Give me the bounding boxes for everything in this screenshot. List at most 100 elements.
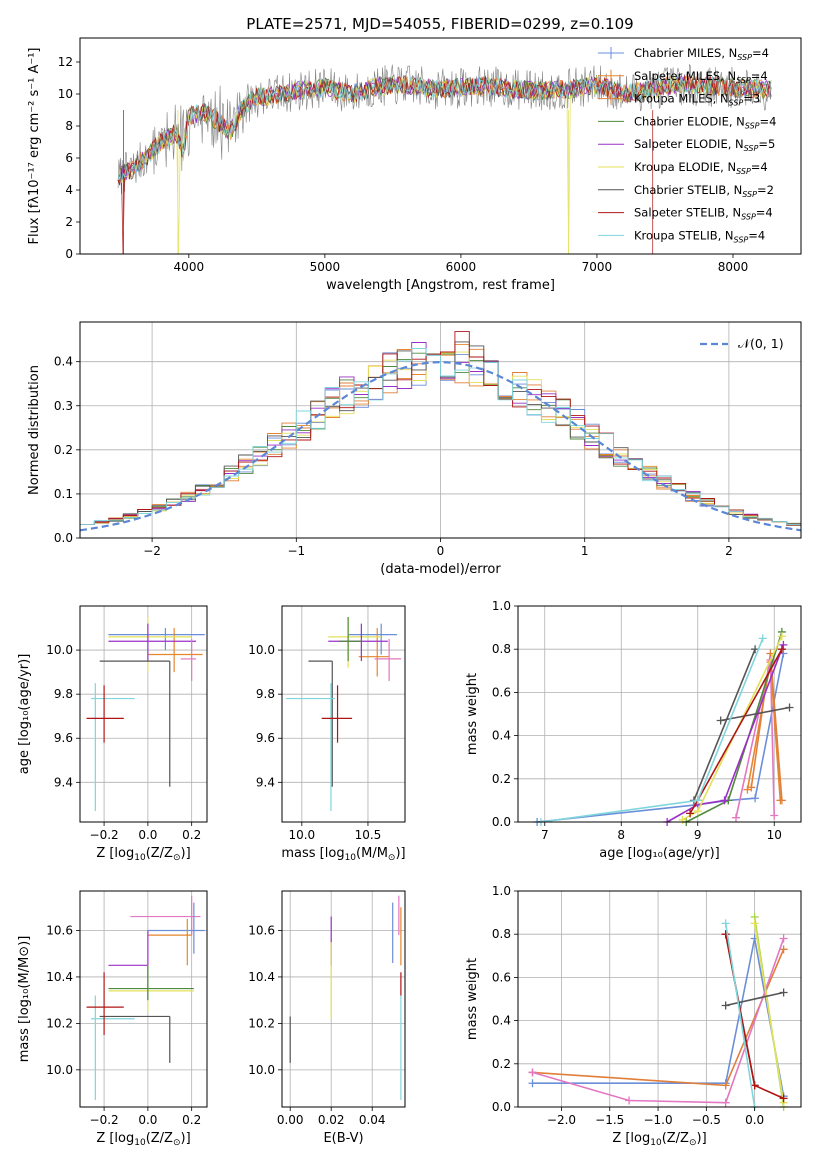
axes-frame [281,605,406,823]
y-tick-label: 9.6 [54,731,73,745]
x-tick-label: 9 [694,828,702,842]
legend-entry: Kroupa ELODIE, NSSP=4 [634,160,768,176]
x-tick-label: 5000 [310,260,341,274]
weight-series-line [532,938,785,1104]
y-tick-label: 10.6 [46,923,73,937]
weight-point-marker [785,703,794,712]
y-tick-label: 0.2 [492,772,511,786]
x-axis-label: Z [log10(Z/Z⊙)] [612,1131,706,1148]
panel-spectrum: 4000 5000 6000 7000 8000 0 2 4 6 8 10 12 wavelength … [27,37,802,293]
y-axis-label: mass weight [465,958,480,1040]
y-tick-label: 4 [65,183,73,197]
weight-point-marker [758,634,767,643]
weight-point-marker [779,934,788,943]
legend-entry: Salpeter STELIB, NSSP=4 [634,206,773,222]
panel-residuals: −2 −1 0 1 2 0.0 0.1 0.2 0.3 0.4 (data-model)/error… [27,321,802,577]
x-tick-label: 0.0 [138,828,157,842]
y-tick-label: 10.2 [248,1016,275,1030]
y-tick-label: 10.0 [46,643,73,657]
y-tick-label: 9.4 [256,775,275,789]
panel-mass-vs-Z: −0.2 0.0 0.2 10.0 10.2 10.4 10.6 Z [log10(Z/Z⊙)… [17,890,208,1148]
weight-series-line [753,923,785,1103]
legend-entry: Chabrier STELIB, NSSP=2 [634,183,774,199]
x-tick-label: 8 [617,828,625,842]
weight-point-marker [750,919,759,928]
observed-spectrum [117,64,772,195]
y-tick-label: 0.1 [54,487,73,501]
y-tick-label: 0.8 [492,642,511,656]
y-tick-label: 0.0 [492,815,511,829]
y-axis-label: mass [log₁₀(M/M⊙)] [17,936,32,1063]
panel-weight-vs-Z: −2.0 −1.5 −1.0 −0.5 0.0 0.0 0.2 0.4 0.6 0.8 1.0 Z [… [465,884,802,1148]
x-axis-label: (data-model)/error [380,562,501,577]
y-tick-label: 6 [65,151,73,165]
y-tick-label: 0.6 [492,685,511,699]
y-tick-label: 10.4 [46,970,73,984]
y-tick-label: 0.0 [54,531,73,545]
x-tick-label: 10.0 [288,828,315,842]
y-tick-label: 10.6 [248,923,275,937]
y-tick-label: 1.0 [492,599,511,613]
legend-entry: Chabrier MILES, NSSP=4 [634,46,769,62]
x-tick-label: 8000 [718,260,749,274]
weight-point-marker [528,1079,537,1088]
axes-frame [517,890,802,1108]
x-tick-label: 7 [541,828,549,842]
weight-point-marker [779,1094,788,1103]
weight-point-marker [720,796,729,805]
y-tick-label: 12 [58,55,73,69]
x-axis-label: Z [log10(Z/Z⊙)] [96,846,190,863]
x-axis-label: Z [log10(Z/Z⊙)] [96,1131,190,1148]
weight-point-marker [779,988,788,997]
weight-point-marker [721,1001,730,1010]
legend-entry: Salpeter MILES, NSSP=4 [634,69,768,85]
weight-point-marker [693,796,702,805]
legend-entry: Chabrier ELODIE, NSSP=4 [634,114,776,130]
y-tick-label: 0.2 [492,1057,511,1071]
y-tick-label: 9.8 [256,687,275,701]
y-tick-label: 2 [65,215,73,229]
weight-point-marker [751,794,760,803]
x-tick-label: −1.0 [643,1113,672,1127]
weight-series-line [693,648,756,801]
x-tick-label: 0.2 [182,828,201,842]
weight-point-marker [716,716,725,725]
axes-frame [517,605,802,823]
x-tick-label: −0.2 [90,1113,119,1127]
weight-point-marker [528,1068,537,1077]
y-axis-label: Flux [fλ10⁻¹⁷ erg cm⁻² s⁻¹ A⁻¹] [27,48,42,245]
weight-point-marker [747,783,756,792]
weight-point-marker [779,945,788,954]
panel-mass-vs-EBV: 0.00 0.02 0.04 10.0 10.2 10.4 10.6 E(B-V) [248,890,406,1146]
y-tick-label: 10.0 [46,1063,73,1077]
x-axis-label: age [log₁₀(age/yr)] [599,846,720,861]
y-tick-label: 0.0 [492,1100,511,1114]
y-tick-label: 1.0 [492,884,511,898]
x-tick-label: 0.04 [359,1113,386,1127]
weight-point-marker [770,811,779,820]
y-tick-label: 8 [65,119,73,133]
axes-frame [79,37,802,255]
weight-point-marker [678,815,687,824]
y-tick-label: 0.8 [492,927,511,941]
x-tick-label: −0.2 [90,828,119,842]
x-tick-label: 1 [581,544,589,558]
y-tick-label: 10.2 [46,1016,73,1030]
x-tick-label: −1 [287,544,305,558]
weight-point-marker [721,930,730,939]
weight-point-marker [686,809,695,818]
y-tick-label: 0.4 [54,355,73,369]
y-tick-label: 0.4 [492,1014,511,1028]
axes-frame [79,605,208,823]
x-tick-label: 0.2 [182,1113,201,1127]
weight-point-marker [693,807,702,816]
y-axis-label: age [log₁₀(age/yr)] [17,654,32,775]
x-tick-label: −2 [143,544,161,558]
weight-series-line [720,706,790,722]
x-tick-label: 2 [725,544,733,558]
weight-point-marker [721,919,730,928]
x-tick-label: 0.02 [318,1113,345,1127]
weight-point-marker [731,813,740,822]
weight-series-line [725,991,784,1007]
weight-series-line [666,644,785,823]
